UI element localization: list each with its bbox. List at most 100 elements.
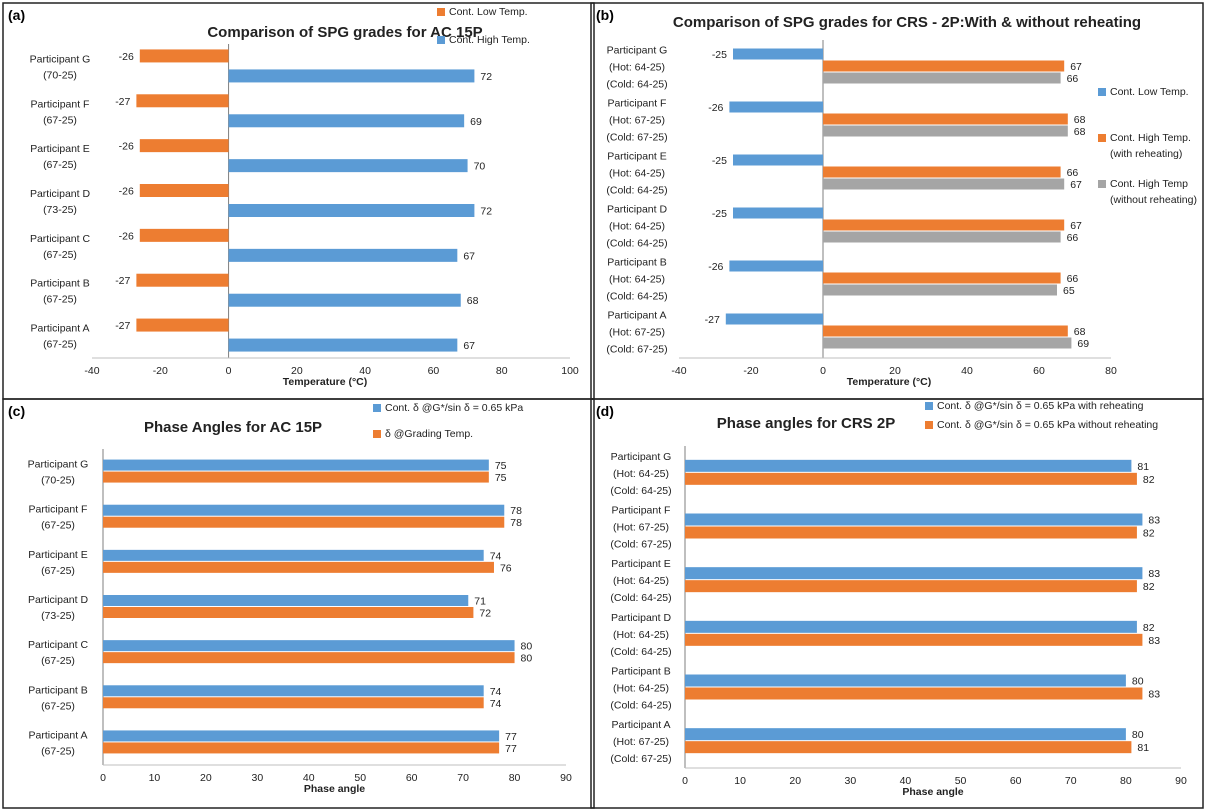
x-tick-label: 0 [226, 365, 232, 377]
panel-border-2 [2, 398, 595, 809]
data-label: 82 [1143, 581, 1155, 593]
x-tick-label: -20 [153, 365, 168, 377]
category-label: (67-25) [41, 655, 75, 667]
legend-swatch [925, 402, 933, 410]
data-label: 82 [1143, 528, 1155, 540]
bar [685, 633, 1143, 646]
panel-label: (d) [596, 403, 614, 419]
x-tick-label: 20 [789, 775, 801, 787]
x-tick-label: 90 [1175, 775, 1187, 787]
bar [725, 313, 823, 325]
bar [823, 284, 1057, 296]
legend-swatch [1098, 180, 1106, 188]
x-tick-label: 60 [406, 772, 418, 784]
bar [729, 260, 823, 272]
category-label: Participant E [28, 549, 88, 561]
category-label: (Hot: 64-25) [609, 62, 665, 74]
x-tick-label: 40 [900, 775, 912, 787]
category-label: (67-25) [41, 745, 75, 757]
data-label: 76 [500, 562, 512, 574]
x-axis-label: Phase angle [902, 786, 963, 798]
data-label: 83 [1148, 689, 1160, 701]
x-tick-label: 10 [149, 772, 161, 784]
bar [103, 471, 489, 483]
data-label: 67 [1070, 61, 1082, 73]
bar [139, 49, 229, 63]
x-tick-label: 100 [561, 365, 579, 377]
data-label: 81 [1137, 742, 1149, 754]
category-label: (67-25) [41, 565, 75, 577]
category-label: (Cold: 67-25) [610, 753, 671, 765]
category-label: Participant C [28, 639, 89, 651]
x-tick-label: 60 [1010, 775, 1022, 787]
data-label: 75 [495, 460, 507, 472]
x-tick-label: 20 [200, 772, 212, 784]
data-label: -27 [115, 275, 130, 287]
bar [823, 113, 1068, 125]
x-tick-label: 20 [291, 365, 303, 377]
data-label: 82 [1143, 622, 1155, 634]
data-label: 71 [474, 596, 486, 608]
x-axis-label: Temperature (°C) [847, 376, 932, 388]
data-label: 68 [1074, 326, 1086, 338]
category-label: (Hot: 64-25) [613, 629, 669, 641]
x-tick-label: -20 [743, 365, 758, 377]
bar [823, 231, 1061, 243]
bar [685, 472, 1137, 485]
data-label: 72 [479, 608, 491, 620]
category-label: (Hot: 64-25) [609, 168, 665, 180]
bar [103, 549, 484, 561]
legend-swatch [925, 421, 933, 429]
bar [103, 459, 489, 471]
category-label: Participant A [29, 729, 88, 741]
category-label: Participant G [28, 459, 89, 471]
x-tick-label: 80 [1120, 775, 1132, 787]
bar [228, 293, 461, 307]
x-tick-label: 40 [303, 772, 315, 784]
chart-title: Phase angles for CRS 2P [717, 415, 895, 432]
x-tick-label: 0 [100, 772, 106, 784]
data-label: 65 [1063, 285, 1075, 297]
data-label: 70 [474, 161, 486, 173]
bar [228, 114, 465, 128]
category-label: Participant F [612, 505, 671, 517]
category-label: (70-25) [43, 69, 77, 81]
data-label: 66 [1067, 73, 1079, 85]
data-label: 83 [1148, 515, 1160, 527]
bar [139, 228, 229, 242]
category-label: (Hot: 64-25) [613, 683, 669, 695]
bar [823, 125, 1068, 137]
data-label: 68 [1074, 114, 1086, 126]
category-label: Participant B [611, 666, 671, 678]
chart-panel-d: (d) Phase angles for CRS 2P 0 10 20 30 40 50 60 7… [596, 400, 1187, 798]
bar [103, 652, 515, 664]
legend-entry: (with reheating) [1110, 148, 1182, 160]
chart-title: Phase Angles for AC 15P [144, 419, 322, 436]
x-tick-label: 90 [560, 772, 572, 784]
category-label: (67-25) [41, 520, 75, 532]
chart-panel-a: (a) Comparison of SPG grades for AC 15P -4… [8, 6, 579, 388]
x-axis-label: Temperature (°C) [283, 376, 368, 388]
legend-entry: Cont. δ @G*/sin δ = 0.65 kPa without reh… [937, 419, 1158, 431]
legend-swatch [373, 430, 381, 438]
category-label: Participant B [28, 684, 88, 696]
bar [823, 60, 1065, 72]
legend-entry: Cont. Low Temp. [449, 6, 528, 18]
data-label: 77 [505, 731, 517, 743]
x-tick-label: 50 [955, 775, 967, 787]
x-tick-label: 30 [844, 775, 856, 787]
legend-entry: Cont. High Temp. [1110, 132, 1191, 144]
bar [685, 687, 1143, 700]
bar [685, 567, 1143, 580]
data-label: -26 [119, 141, 134, 153]
bar [228, 159, 468, 173]
bar [823, 166, 1061, 178]
legend-entry: (without reheating) [1110, 194, 1197, 206]
category-label: (Cold: 67-25) [610, 539, 671, 551]
category-label: (70-25) [41, 475, 75, 487]
category-label: Participant D [30, 188, 91, 200]
data-label: 68 [1074, 126, 1086, 138]
category-label: Participant F [31, 98, 90, 110]
bar [733, 154, 823, 166]
